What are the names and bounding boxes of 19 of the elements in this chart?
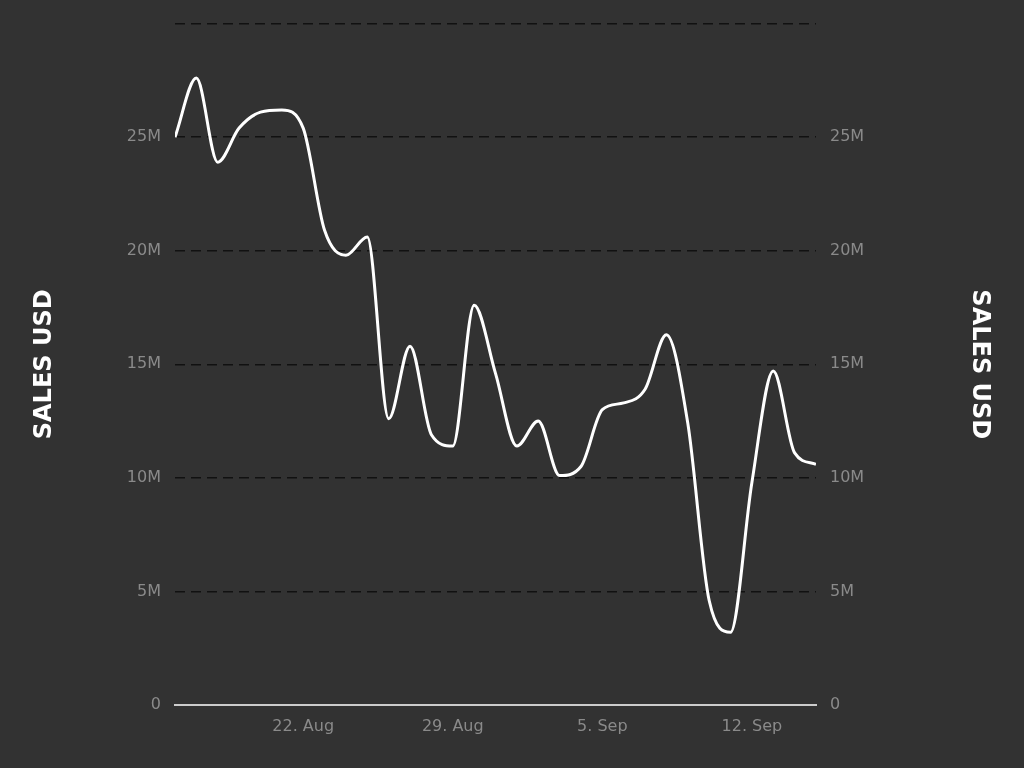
y2-tick-label: 15M <box>830 353 865 373</box>
line-series <box>175 76 816 634</box>
x-tick-label: 5. Sep <box>577 715 628 735</box>
y-tick-label: 20M <box>126 239 161 259</box>
x-tick-label: 29. Aug <box>421 715 484 735</box>
y2-tick-label: 0 <box>830 694 841 714</box>
x-tick-label: 22. Aug <box>272 715 335 735</box>
y-tick-label: 10M <box>126 467 161 487</box>
y2-tick-label: 10M <box>830 467 865 487</box>
y-tick-label: 25M <box>126 126 161 146</box>
y2-axis-title: SALES USD <box>967 289 996 440</box>
y2-tick-label: 25M <box>830 126 865 146</box>
x-tick-label: 12. Sep <box>721 715 783 735</box>
y-axis-title: SALES USD <box>28 289 57 440</box>
y-tick-label: 15M <box>126 353 161 373</box>
y-tick-label: 0 <box>150 694 161 714</box>
y2-tick-label: 20M <box>830 239 865 259</box>
y-tick-label: 5M <box>137 580 161 600</box>
y2-tick-label: 5M <box>830 580 854 600</box>
